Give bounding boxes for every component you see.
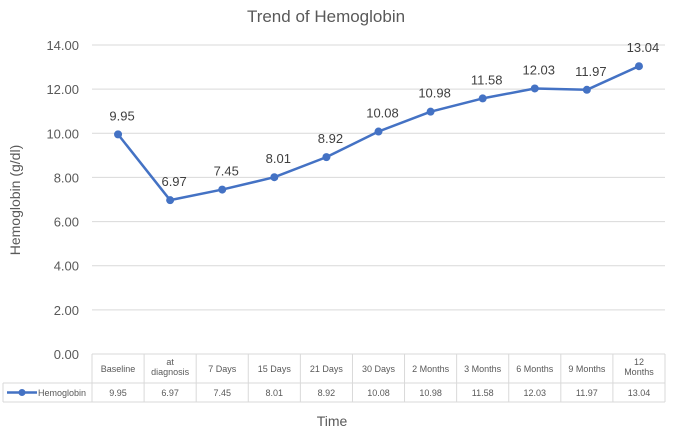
x-category-label: 7 Days (208, 364, 237, 374)
y-tick-label: 10.00 (46, 126, 79, 141)
data-point (634, 62, 643, 71)
data-point (270, 173, 279, 182)
data-point (218, 185, 227, 194)
data-table-value: 8.92 (318, 388, 336, 398)
data-table-value: 8.01 (266, 388, 284, 398)
data-point (478, 94, 487, 103)
y-tick-label: 12.00 (46, 82, 79, 97)
data-point (114, 130, 123, 139)
data-label: 8.92 (318, 131, 343, 146)
x-category-label: 3 Months (464, 364, 502, 374)
data-label: 6.97 (161, 174, 186, 189)
data-point (374, 127, 383, 136)
legend-label: Hemoglobin (38, 388, 86, 398)
y-tick-label: 8.00 (54, 170, 79, 185)
data-label: 11.58 (471, 72, 503, 87)
data-label: 13.04 (627, 40, 660, 55)
data-point (426, 107, 435, 116)
data-label: 9.95 (109, 108, 134, 123)
data-table-value: 6.97 (161, 388, 179, 398)
data-label: 11.97 (575, 64, 607, 79)
data-table-value: 9.95 (109, 388, 127, 398)
x-category-label: 9 Months (568, 364, 606, 374)
data-table-value: 13.04 (628, 388, 651, 398)
data-label: 7.45 (214, 164, 239, 179)
data-point (166, 196, 175, 205)
legend-marker (18, 389, 26, 396)
y-tick-label: 6.00 (54, 215, 79, 230)
chart-title: Trend of Hemoglobin (247, 7, 405, 26)
y-axis-title: Hemoglobin (g/dl) (7, 145, 23, 256)
data-table-value: 10.08 (367, 388, 390, 398)
data-table-value: 11.58 (472, 388, 494, 398)
x-category-label: 30 Days (362, 364, 396, 374)
x-axis-title: Time (317, 413, 348, 429)
data-label: 12.03 (522, 62, 555, 77)
x-category-label: 15 Days (258, 364, 292, 374)
data-table-value: 10.98 (419, 388, 442, 398)
x-category-label: 2 Months (412, 364, 450, 374)
x-category-label: 21 Days (310, 364, 344, 374)
x-category-label: Baseline (101, 364, 136, 374)
y-tick-label: 0.00 (54, 347, 79, 362)
x-category-label: 6 Months (516, 364, 554, 374)
data-label: 10.08 (366, 106, 399, 121)
data-label: 8.01 (266, 151, 291, 166)
x-category-label: at diagnosis (151, 357, 190, 377)
data-point (530, 84, 539, 93)
data-point (582, 85, 591, 94)
data-table-value: 12.03 (524, 388, 547, 398)
data-label: 10.98 (418, 86, 451, 101)
y-tick-label: 4.00 (54, 259, 79, 274)
y-tick-label: 14.00 (46, 38, 79, 53)
x-category-label: 12 Months (624, 357, 654, 377)
data-table-value: 7.45 (213, 388, 231, 398)
y-tick-label: 2.00 (54, 303, 79, 318)
data-table-value: 11.97 (576, 388, 598, 398)
data-point (322, 153, 331, 162)
